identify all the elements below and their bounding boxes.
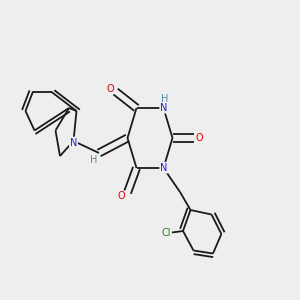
Text: N: N (70, 137, 77, 148)
Text: O: O (118, 191, 125, 201)
Text: Cl: Cl (162, 227, 171, 238)
Text: O: O (106, 83, 114, 94)
Text: N: N (160, 103, 167, 113)
Text: N: N (160, 163, 167, 173)
Text: H: H (90, 154, 97, 165)
Text: H: H (161, 94, 169, 104)
Text: O: O (196, 133, 204, 143)
